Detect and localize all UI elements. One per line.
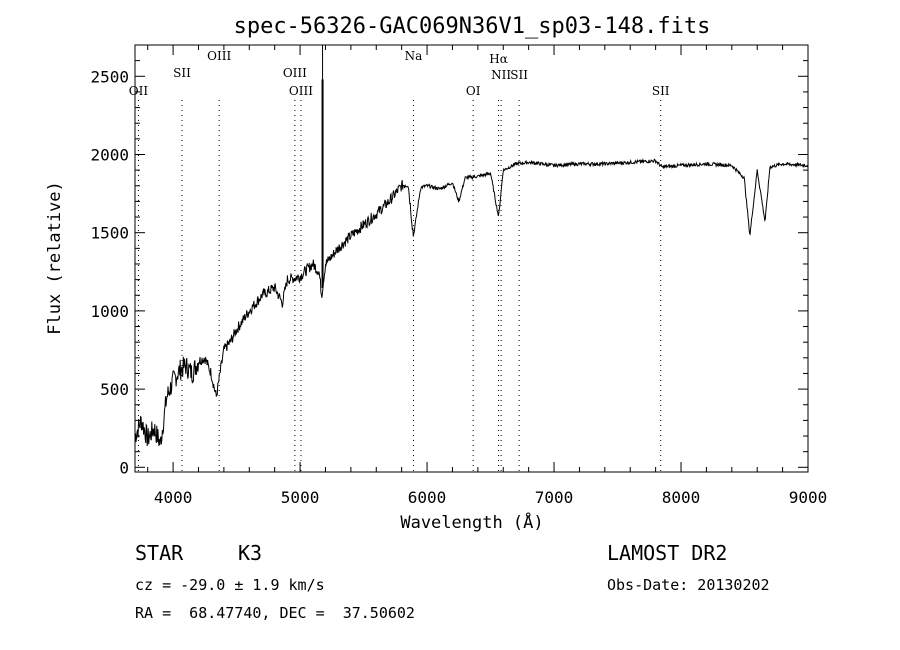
tick-labels: 4000 5000 6000 7000 8000 9000 0 500 1000 1500 2000…	[90, 67, 827, 507]
reference-lines	[137, 45, 662, 472]
subclass-label: K3	[238, 541, 263, 565]
line-label: OI	[466, 84, 481, 98]
x-tick-label: 5000	[281, 488, 320, 507]
x-tick-label: 6000	[408, 488, 447, 507]
line-label: OIII	[283, 66, 307, 80]
y-tick-label: 2000	[90, 145, 129, 164]
y-tick-label: 1000	[90, 302, 129, 321]
x-tick-label: 9000	[789, 488, 828, 507]
line-label: SII	[173, 66, 191, 80]
y-tick-label: 2500	[90, 67, 129, 86]
chart-title: spec-56326-GAC069N36V1_sp03-148.fits	[234, 14, 711, 39]
x-tick-label: 7000	[535, 488, 574, 507]
x-tick-label: 4000	[154, 488, 193, 507]
line-label: SII	[652, 84, 670, 98]
y-tick-label: 500	[100, 380, 129, 399]
y-axis-label: Flux (relative)	[45, 181, 65, 335]
survey-label: LAMOST DR2	[607, 541, 728, 565]
obs-date-text: Obs-Date: 20130202	[607, 576, 770, 594]
line-label: OIII	[289, 84, 313, 98]
line-label: OII	[129, 84, 149, 98]
class-label: STAR	[135, 541, 184, 565]
x-tick-label: 8000	[662, 488, 701, 507]
x-axis-label: Wavelength (Å)	[400, 511, 543, 533]
y-tick-label: 0	[119, 458, 129, 477]
axis-ticks	[135, 45, 809, 472]
plot-frame	[134, 44, 809, 473]
y-tick-label: 1500	[90, 224, 129, 243]
line-label: Hα	[489, 52, 508, 66]
line-label: Na	[405, 49, 423, 63]
cz-text: cz = -29.0 ± 1.9 km/s	[135, 576, 325, 594]
coords-text: RA = 68.47740, DEC = 37.50602	[135, 604, 415, 622]
line-label: NII	[491, 68, 511, 82]
line-label: OIII	[207, 49, 231, 63]
line-label: SII	[510, 68, 528, 82]
spectrum-line	[134, 158, 809, 447]
